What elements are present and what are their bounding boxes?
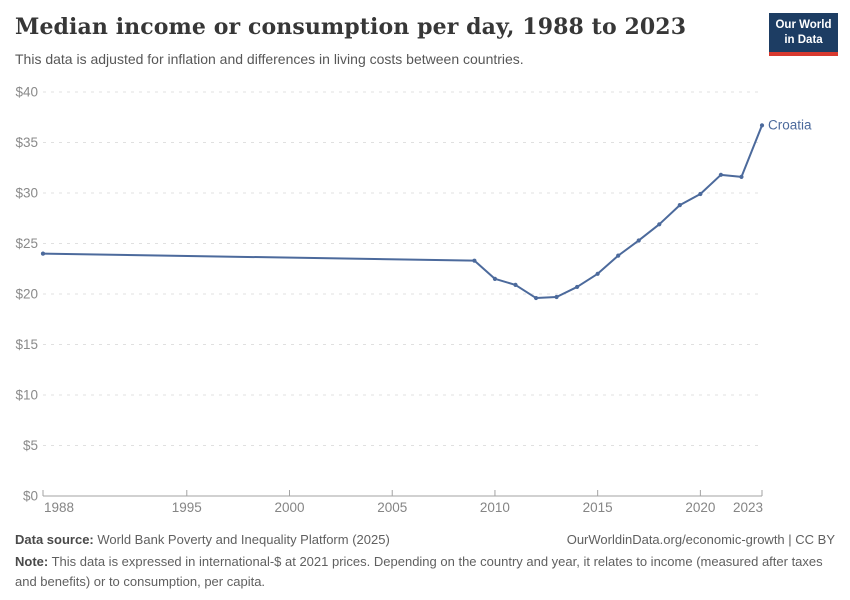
y-tick-label: $35 <box>15 135 38 150</box>
x-tick-label: 2023 <box>733 500 763 515</box>
note-text: This data is expressed in international-… <box>15 554 823 589</box>
data-point <box>575 284 580 290</box>
note-line: Note: This data is expressed in internat… <box>15 552 835 591</box>
data-point <box>759 123 765 128</box>
data-point <box>698 191 703 197</box>
y-tick-label: $15 <box>15 337 38 352</box>
chart-title: Median income or consumption per day, 19… <box>15 14 687 40</box>
data-point <box>472 258 477 263</box>
x-tick-label: 2010 <box>480 500 510 515</box>
x-tick-label: 1995 <box>172 500 202 515</box>
data-point <box>616 253 621 258</box>
data-point <box>533 295 539 301</box>
y-tick-label: $25 <box>15 236 38 251</box>
y-tick-label: $5 <box>23 438 38 453</box>
owid-logo[interactable]: Our World in Data <box>769 13 838 56</box>
chart-footer: Data source: World Bank Poverty and Ineq… <box>15 532 835 591</box>
data-point <box>677 203 682 208</box>
entity-label: Croatia <box>768 117 812 132</box>
y-tick-label: $0 <box>23 489 38 504</box>
data-point <box>40 251 46 256</box>
data-source-label: Data source: <box>15 532 94 547</box>
data-source-line: Data source: World Bank Poverty and Ineq… <box>15 532 390 547</box>
x-tick-label: 1988 <box>44 500 74 515</box>
data-line <box>42 124 763 300</box>
owid-logo-line2: in Data <box>784 33 823 46</box>
x-tick-label: 2000 <box>274 500 304 515</box>
data-point <box>636 238 641 243</box>
data-point <box>739 174 744 179</box>
data-source-text: World Bank Poverty and Inequality Platfo… <box>93 532 390 547</box>
x-tick-label: 2005 <box>377 500 407 515</box>
data-point <box>554 294 559 300</box>
data-point <box>595 271 600 276</box>
x-tick-label: 2020 <box>685 500 715 515</box>
y-tick-label: $10 <box>15 388 38 403</box>
y-tick-label: $30 <box>15 186 38 201</box>
data-point <box>657 222 662 227</box>
y-tick-label: $40 <box>15 85 38 100</box>
credit-line: OurWorldinData.org/economic-growth | CC … <box>566 532 835 547</box>
data-point <box>492 276 498 281</box>
x-tick-label: 2015 <box>583 500 613 515</box>
note-label: Note: <box>15 554 49 569</box>
y-tick-label: $20 <box>15 287 38 302</box>
data-point <box>718 172 724 177</box>
data-point <box>513 282 518 288</box>
chart-subtitle: This data is adjusted for inflation and … <box>15 51 524 67</box>
owid-logo-line1: Our World <box>775 19 832 31</box>
